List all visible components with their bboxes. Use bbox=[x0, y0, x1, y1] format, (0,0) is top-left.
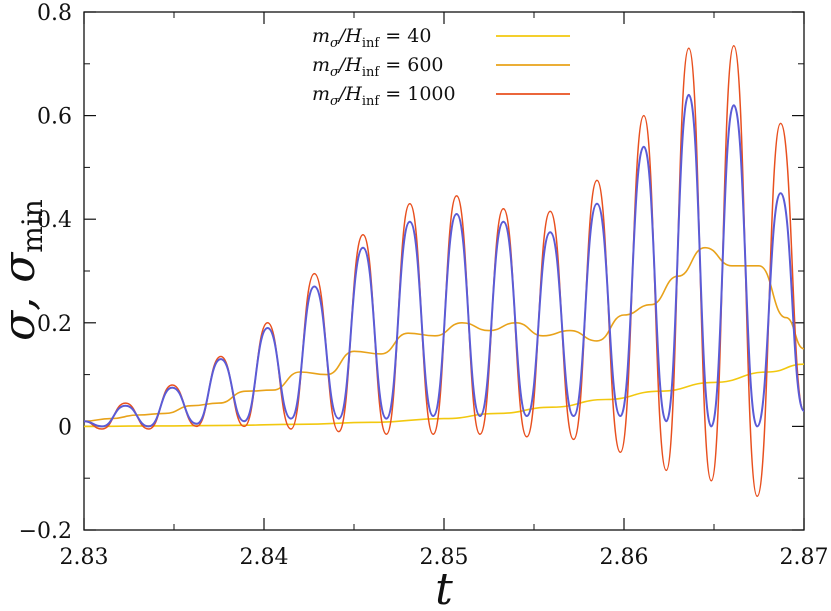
y-tick-label: 0.4 bbox=[37, 208, 72, 233]
y-axis-label-main: σ, bbox=[0, 297, 45, 341]
x-tick-label: 2.84 bbox=[240, 545, 289, 570]
series-line-3 bbox=[84, 44, 804, 498]
x-tick-label: 2.83 bbox=[60, 545, 109, 570]
y-axis-label: σ, σmin bbox=[0, 199, 49, 341]
y-tick-label: 0 bbox=[58, 415, 72, 440]
legend-label-0: mσ/Hinf = 40 bbox=[312, 25, 431, 51]
x-tick-label: 2.87 bbox=[780, 545, 829, 570]
x-axis-label: t bbox=[435, 564, 453, 611]
svg-text:σ,σmin: σ, σmin bbox=[0, 199, 49, 341]
y-tick-label: −0.2 bbox=[19, 519, 72, 544]
ticks: 2.83 2.84 2.85 2.86 2.87 −0.2 0 0.2 0.4 0.6 0.8 bbox=[19, 1, 829, 570]
legend-label-2: mσ/Hinf = 1000 bbox=[312, 83, 456, 109]
series-line-0 bbox=[84, 363, 804, 428]
legend: mσ/Hinf = 40 mσ/Hinf = 600 mσ/Hinf = 1000 bbox=[312, 25, 570, 109]
x-tick-label: 2.85 bbox=[420, 545, 469, 570]
y-tick-label: 0.8 bbox=[37, 1, 72, 26]
y-axis-label-sigma: σ bbox=[0, 251, 45, 283]
y-axis-label-subscript: min bbox=[16, 199, 49, 253]
x-tick-label: 2.86 bbox=[600, 545, 649, 570]
series-lines bbox=[84, 44, 804, 498]
y-tick-label: 0.6 bbox=[37, 105, 72, 130]
series-line-2 bbox=[84, 93, 804, 428]
legend-label-1: mσ/Hinf = 600 bbox=[312, 54, 444, 80]
y-tick-label: 0.2 bbox=[37, 312, 72, 337]
